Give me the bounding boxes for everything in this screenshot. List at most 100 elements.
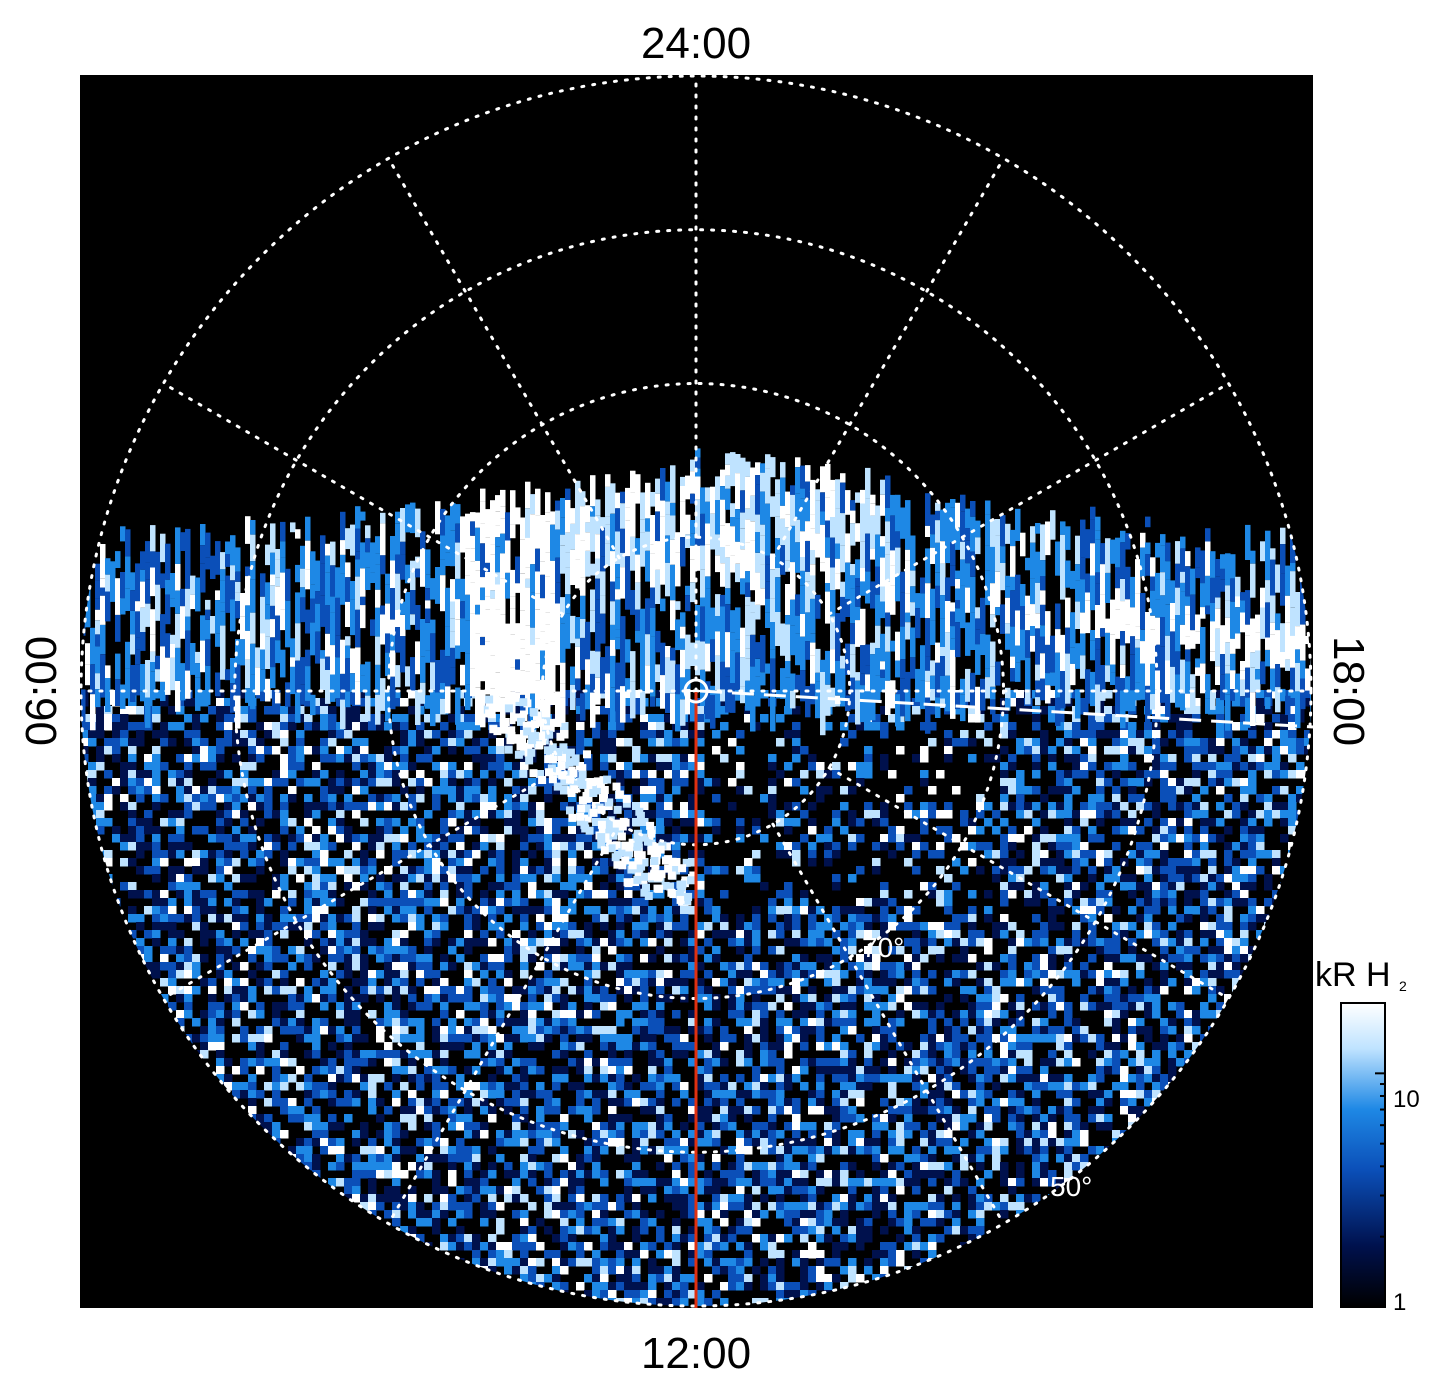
emission-cell <box>816 1090 825 1099</box>
emission-cell <box>640 1034 649 1043</box>
emission-cell <box>1208 954 1217 963</box>
emission-cell <box>832 762 841 771</box>
emission-cell <box>1112 866 1121 875</box>
emission-cell <box>1304 746 1311 755</box>
emission-cell <box>408 1098 417 1107</box>
emission-cell <box>1312 1002 1321 1011</box>
emission-cell <box>312 770 321 779</box>
emission-cell <box>288 722 297 731</box>
emission-cell <box>920 1090 929 1099</box>
emission-cell <box>528 946 537 955</box>
emission-cell <box>472 1066 481 1075</box>
emission-cell <box>1216 930 1225 939</box>
emission-cell <box>952 786 961 795</box>
emission-cell <box>464 1114 473 1123</box>
emission-cell <box>1104 706 1113 715</box>
emission-cell <box>1024 970 1033 979</box>
emission-cell <box>280 1098 289 1107</box>
emission-cell <box>1160 842 1169 851</box>
emission-cell <box>1032 938 1041 947</box>
emission-cell <box>512 1082 521 1091</box>
emission-cell <box>312 698 321 707</box>
emission-cell <box>1088 1090 1097 1099</box>
emission-cell <box>304 1074 313 1083</box>
emission-cell <box>1160 1026 1169 1035</box>
emission-cell <box>104 738 113 747</box>
emission-cell <box>664 762 673 771</box>
emission-cell <box>880 922 889 931</box>
emission-cell <box>912 938 921 947</box>
emission-cell <box>592 1010 601 1019</box>
emission-cell <box>320 786 329 795</box>
emission-cell <box>168 738 177 747</box>
emission-cell <box>800 954 809 963</box>
emission-cell <box>704 994 713 1003</box>
emission-cell <box>1088 834 1097 843</box>
emission-cell <box>408 850 417 859</box>
emission-cell <box>1064 970 1073 979</box>
emission-cell <box>1168 1042 1177 1051</box>
emission-cell <box>496 922 505 931</box>
emission-cell <box>856 778 865 787</box>
emission-cell <box>1016 1090 1025 1099</box>
emission-cell <box>768 1114 777 1123</box>
emission-cell <box>104 786 113 795</box>
emission-cell <box>360 698 369 707</box>
emission-cell <box>888 1114 897 1123</box>
emission-cell <box>112 738 121 747</box>
emission-cell <box>544 858 553 867</box>
emission-cell <box>608 890 617 899</box>
emission-cell <box>864 930 873 939</box>
emission-cell <box>1168 1018 1177 1027</box>
emission-cell <box>1240 922 1249 931</box>
emission-cell <box>1200 914 1209 923</box>
emission-cell <box>1112 906 1121 915</box>
emission-cell <box>1056 1042 1065 1051</box>
emission-cell <box>864 970 873 979</box>
emission-cell <box>408 1122 417 1131</box>
emission-cell <box>1096 1042 1105 1051</box>
emission-cell <box>256 898 265 907</box>
emission-cell <box>736 770 745 779</box>
emission-cell <box>296 778 305 787</box>
emission-cell <box>392 762 401 771</box>
emission-cell <box>848 818 857 827</box>
emission-cell <box>880 906 889 915</box>
emission-cell <box>1248 874 1257 883</box>
emission-cell <box>352 882 361 891</box>
emission-cell <box>472 746 481 755</box>
emission-cell <box>224 706 233 715</box>
emission-cell <box>560 906 569 915</box>
emission-cell <box>1168 802 1177 811</box>
emission-cell <box>440 1082 449 1091</box>
emission-cell <box>768 986 777 995</box>
emission-cell <box>552 874 561 883</box>
emission-cell <box>288 706 297 715</box>
emission-cell <box>616 1058 625 1067</box>
emission-cell <box>1104 954 1113 963</box>
emission-cell <box>384 722 393 731</box>
emission-cell <box>136 706 145 715</box>
emission-cell <box>408 730 417 739</box>
emission-cell <box>1216 834 1225 843</box>
emission-cell <box>1176 722 1185 731</box>
emission-cell <box>232 978 241 987</box>
emission-cell <box>720 1026 729 1035</box>
emission-cell <box>240 1090 249 1099</box>
emission-cell <box>992 1098 1001 1107</box>
emission-cell <box>264 898 273 907</box>
emission-cell <box>848 1002 857 1011</box>
emission-cell <box>1048 842 1057 851</box>
emission-cell <box>168 906 177 915</box>
emission-cell <box>704 1066 713 1075</box>
emission-cell <box>280 858 289 867</box>
emission-cell <box>312 802 321 811</box>
emission-cell <box>120 802 129 811</box>
emission-cell <box>344 802 353 811</box>
emission-cell <box>480 1090 489 1099</box>
emission-cell <box>648 770 657 779</box>
emission-cell <box>416 954 425 963</box>
emission-cell <box>624 938 633 947</box>
emission-cell <box>448 786 457 795</box>
emission-cell <box>912 866 921 875</box>
